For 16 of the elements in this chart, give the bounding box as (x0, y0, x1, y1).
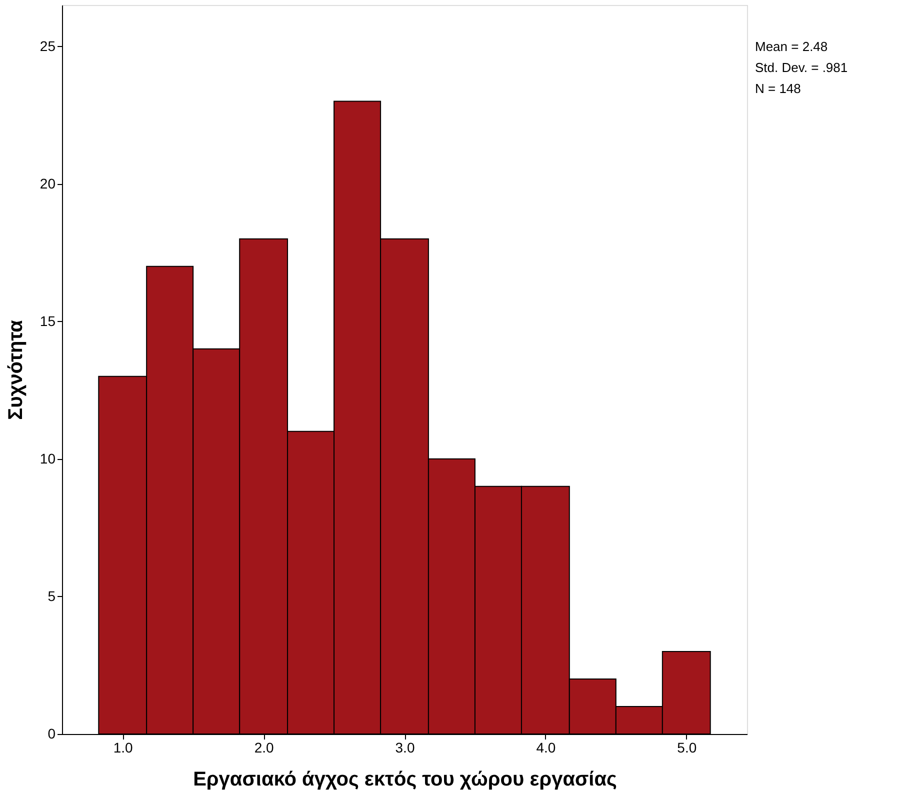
y-tick-label: 5 (48, 588, 56, 604)
y-tick-label: 15 (40, 312, 56, 329)
y-tick-label: 0 (48, 726, 56, 742)
y-tick-label: 20 (40, 175, 56, 192)
y-tick-label: 25 (40, 38, 56, 54)
y-axis-title: Συχνότητα (4, 319, 27, 420)
text: N = 148 (755, 81, 801, 96)
x-tick-label: 4.0 (536, 740, 556, 756)
text: Std. Dev. = .981 (755, 60, 848, 75)
text: Mean = 2.48 (755, 39, 828, 54)
x-axis-title: Εργασιακό άγχος εκτός του χώρου εργασίας (193, 768, 617, 790)
x-tick-label: 2.0 (254, 740, 274, 756)
x-tick-label: 3.0 (395, 740, 415, 756)
x-tick-label: 1.0 (113, 740, 134, 756)
x-tick-label: 5.0 (677, 740, 697, 756)
y-tick-label: 10 (40, 450, 56, 466)
